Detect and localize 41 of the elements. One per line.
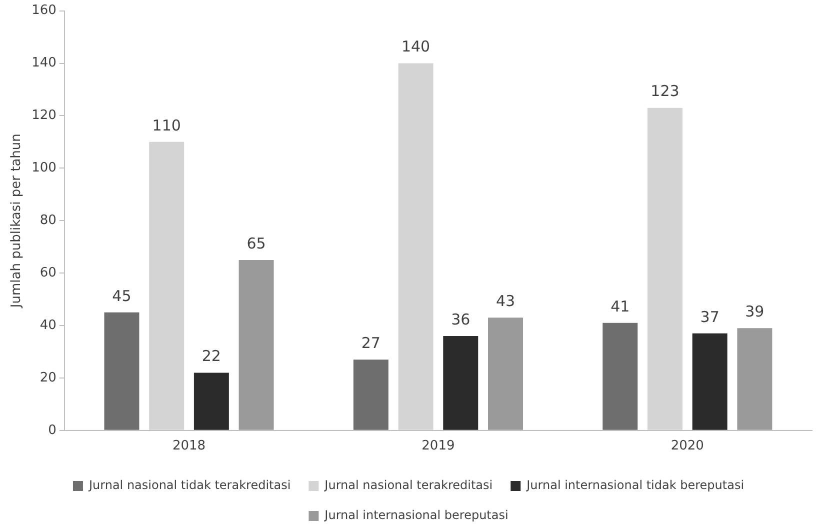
bar [443,336,478,430]
x-tick-label: 2020 [670,438,704,454]
y-axis-title: Jumlah publikasi per tahun [9,134,24,309]
data-label: 22 [202,347,221,366]
y-tick-label: 80 [40,212,56,228]
bar [238,260,274,430]
bar [194,372,229,430]
legend-label: Jurnal internasional bereputasi [324,508,508,522]
y-tick-label: 160 [32,3,56,18]
y-tick-label: 140 [32,56,56,71]
y-tick-label: 20 [40,370,56,386]
data-label: 65 [246,234,266,252]
data-label: 37 [700,308,720,326]
bar [488,318,523,430]
data-label: 110 [152,116,181,134]
data-label: 27 [361,334,380,352]
y-tick-label: 100 [32,160,56,176]
bar [398,63,434,430]
data-label: 45 [112,286,132,305]
y-tick-label: 40 [40,318,56,333]
y-tick-label: 0 [48,422,56,438]
data-label: 140 [401,38,430,56]
legend-label: Jurnal internasional tidak bereputasi [526,478,744,492]
bar [692,333,728,430]
y-tick-label: 60 [40,265,56,280]
bar [602,322,638,430]
bar [647,108,682,430]
legend-label: Jurnal nasional tidak terakreditasi [88,478,291,492]
legend-label: Jurnal nasional terakreditasi [324,478,493,492]
y-tick-label: 120 [32,108,56,124]
data-label: 123 [650,82,680,100]
data-label: 39 [745,302,764,321]
x-tick-label: 2018 [172,438,206,454]
data-label: 36 [451,310,470,328]
x-tick-label: 2019 [422,438,455,454]
bar [149,142,184,430]
bar [353,360,388,430]
data-label: 41 [610,297,630,316]
bar [104,312,140,430]
bar [737,328,772,430]
data-label: 43 [496,292,516,310]
